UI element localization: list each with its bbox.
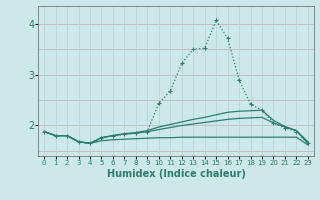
X-axis label: Humidex (Indice chaleur): Humidex (Indice chaleur) (107, 169, 245, 179)
